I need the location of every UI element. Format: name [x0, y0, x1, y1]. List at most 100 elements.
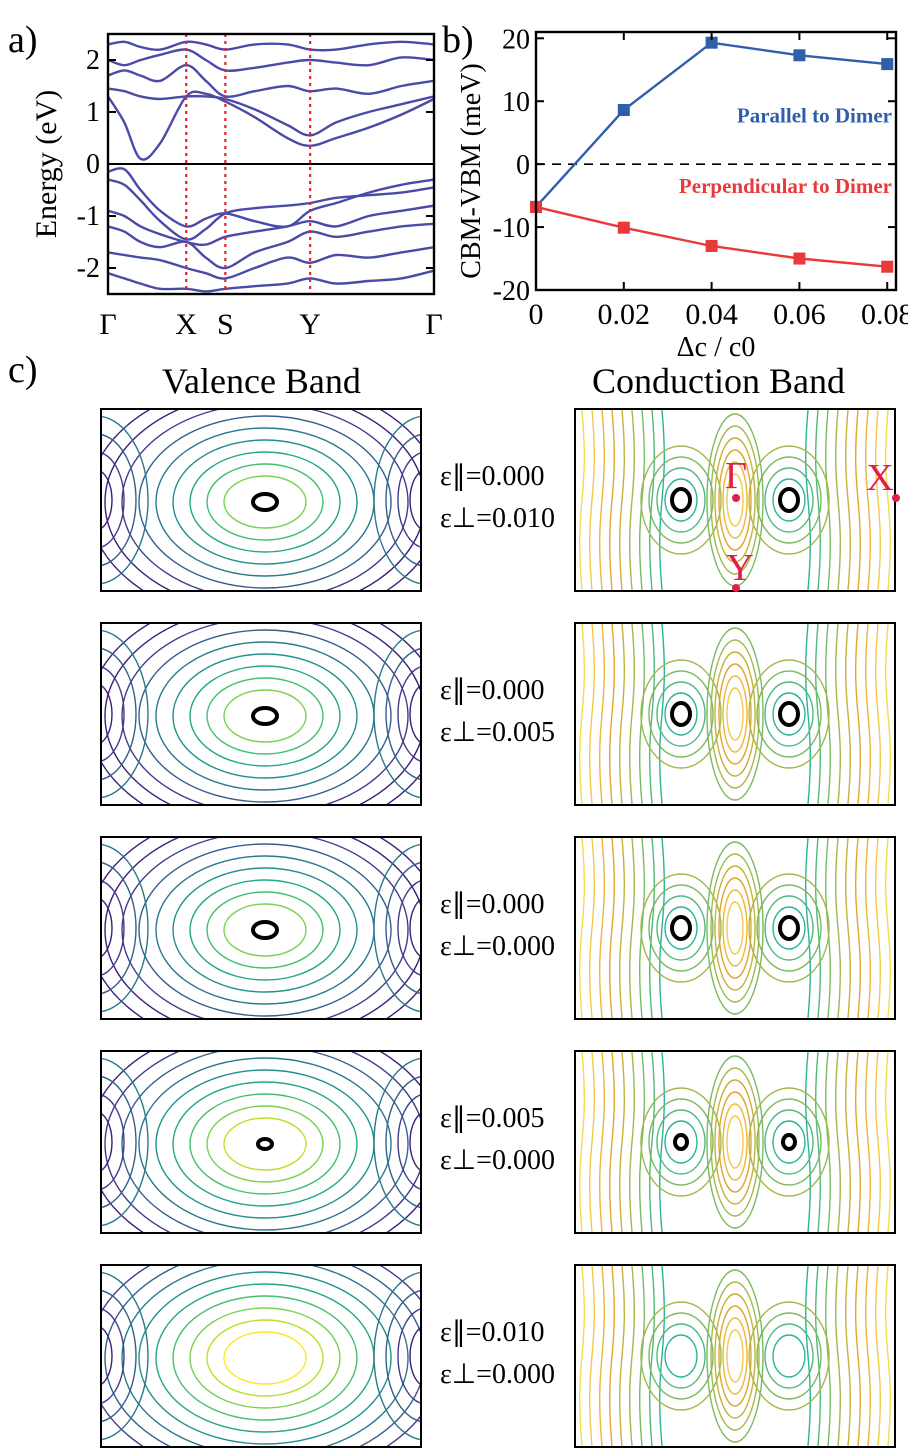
- extremum-marker: [778, 701, 800, 727]
- contour-line: [814, 1052, 822, 1232]
- strain-parallel: ε∥=0.010: [440, 1317, 545, 1348]
- contour-line: [102, 1113, 113, 1171]
- band-line: [108, 87, 434, 137]
- contour-line: [618, 410, 626, 590]
- strain-perpendicular: ε⊥=0.010: [440, 503, 555, 534]
- contour-line: [640, 659, 722, 769]
- valence-contour-plot: [102, 838, 420, 1018]
- contour-line: [772, 906, 806, 950]
- k-point-label: S: [217, 308, 234, 340]
- y-tick-label: -20: [493, 276, 530, 307]
- contour-line: [172, 867, 358, 993]
- contour-line: [710, 853, 760, 1003]
- extremum-marker: [251, 920, 279, 940]
- y-tick-label: -2: [77, 253, 100, 284]
- conduction-contour-plot: [578, 1266, 892, 1446]
- contour-line: [718, 1091, 752, 1193]
- data-point-parallel: [793, 49, 806, 62]
- contour-line: [706, 841, 764, 1015]
- contour-line: [710, 425, 760, 575]
- data-point-parallel: [881, 58, 894, 71]
- contour-line: [102, 434, 137, 566]
- y-tick-label: -1: [77, 201, 100, 232]
- valence-band-map: [100, 408, 422, 592]
- contour-line: [804, 1266, 812, 1446]
- valence-contour-plot: [102, 1266, 420, 1446]
- k-point-overlay: Γ X Y: [725, 455, 900, 592]
- contour-line: [658, 1052, 666, 1232]
- contour-line: [854, 410, 862, 590]
- contour-line: [854, 624, 862, 804]
- contour-line: [648, 1098, 714, 1186]
- contour-line: [102, 1057, 149, 1227]
- y-tick-label: 20: [502, 24, 530, 55]
- y-axis-label: CBM-VBM (meV): [456, 63, 487, 278]
- contour-line: [409, 685, 420, 743]
- extremum-marker: [781, 1133, 797, 1151]
- contour-line: [718, 663, 752, 765]
- gamma-point-dot: [732, 494, 740, 502]
- contour-line: [373, 629, 420, 799]
- data-point-perpendicular: [705, 239, 718, 252]
- strain-label: ε∥=0.000 ε⊥=0.000: [440, 884, 555, 968]
- data-point-parallel: [617, 104, 630, 117]
- contour-line: [648, 838, 656, 1018]
- contour-line: [664, 692, 698, 736]
- extremum-marker: [778, 487, 800, 513]
- strain-parallel: ε∥=0.000: [440, 675, 545, 706]
- k-point-label: Y: [299, 308, 321, 340]
- contour-line: [121, 1266, 409, 1446]
- strain-parallel: ε∥=0.000: [440, 889, 545, 920]
- contour-line: [834, 1052, 842, 1232]
- contour-line: [814, 624, 822, 804]
- extremum-marker: [256, 1137, 274, 1151]
- contour-line: [385, 648, 420, 780]
- contour-line: [874, 410, 882, 590]
- contour-line: [804, 410, 812, 590]
- contour-line: [714, 1079, 756, 1205]
- contour-line: [834, 1266, 842, 1446]
- contour-line: [834, 838, 842, 1018]
- contour-line: [772, 1334, 806, 1378]
- contour-line: [189, 1093, 341, 1195]
- contour-line: [640, 1087, 722, 1197]
- contour-line: [638, 410, 646, 590]
- contour-line: [172, 1295, 358, 1421]
- contour-line: [588, 1266, 596, 1446]
- contour-line: [854, 838, 862, 1018]
- contour-line: [102, 1076, 137, 1208]
- contour-line: [206, 891, 324, 969]
- contour-line: [874, 1266, 882, 1446]
- contour-line: [578, 1052, 586, 1232]
- contour-line: [223, 1117, 307, 1171]
- contour-line: [102, 666, 125, 762]
- contour-line: [664, 1120, 698, 1164]
- contour-line: [172, 653, 358, 779]
- contour-line: [206, 1319, 324, 1397]
- contour-line: [764, 681, 814, 747]
- valence-contour-plot: [102, 624, 420, 804]
- contour-line: [664, 1334, 698, 1378]
- contour-line: [814, 1266, 822, 1446]
- extremum-marker: [251, 492, 279, 512]
- contour-line: [814, 838, 822, 1018]
- contour-line: [397, 1094, 420, 1190]
- contour-line: [756, 670, 822, 758]
- contour-line: [722, 1317, 748, 1395]
- contour-line: [638, 838, 646, 1018]
- contour-line: [223, 1331, 307, 1385]
- contour-line: [710, 639, 760, 789]
- contour-line: [748, 873, 830, 983]
- contour-line: [121, 624, 409, 804]
- contour-line: [102, 452, 125, 548]
- x-tick-label: 0.02: [598, 298, 651, 331]
- contour-line: [588, 624, 596, 804]
- contour-line: [648, 410, 656, 590]
- strain-perpendicular: ε⊥=0.000: [440, 1145, 555, 1176]
- contour-line: [648, 884, 714, 972]
- conduction-contour-plot: [578, 624, 892, 804]
- contour-line: [834, 624, 842, 804]
- panel-label-b: b): [442, 19, 474, 61]
- y-tick-label: 10: [502, 87, 530, 118]
- contour-line: [409, 1327, 420, 1385]
